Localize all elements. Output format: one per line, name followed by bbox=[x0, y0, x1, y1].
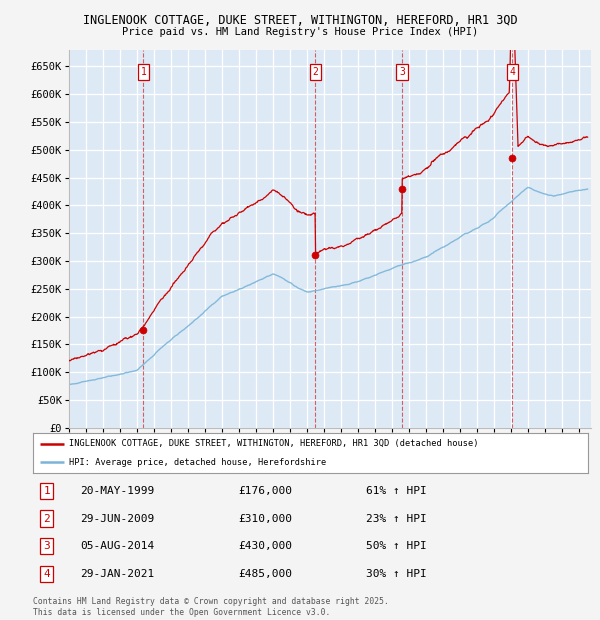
Text: £176,000: £176,000 bbox=[238, 486, 292, 496]
Text: £310,000: £310,000 bbox=[238, 513, 292, 523]
Text: Contains HM Land Registry data © Crown copyright and database right 2025.
This d: Contains HM Land Registry data © Crown c… bbox=[33, 598, 389, 617]
Text: 3: 3 bbox=[44, 541, 50, 551]
Text: 20-MAY-1999: 20-MAY-1999 bbox=[80, 486, 154, 496]
Text: HPI: Average price, detached house, Herefordshire: HPI: Average price, detached house, Here… bbox=[69, 458, 326, 467]
Text: 1: 1 bbox=[44, 486, 50, 496]
Text: 3: 3 bbox=[399, 67, 405, 77]
Text: 61% ↑ HPI: 61% ↑ HPI bbox=[366, 486, 427, 496]
Text: INGLENOOK COTTAGE, DUKE STREET, WITHINGTON, HEREFORD, HR1 3QD (detached house): INGLENOOK COTTAGE, DUKE STREET, WITHINGT… bbox=[69, 439, 479, 448]
Text: INGLENOOK COTTAGE, DUKE STREET, WITHINGTON, HEREFORD, HR1 3QD: INGLENOOK COTTAGE, DUKE STREET, WITHINGT… bbox=[83, 14, 517, 27]
Text: 2: 2 bbox=[44, 513, 50, 523]
Text: £485,000: £485,000 bbox=[238, 569, 292, 578]
Text: 29-JAN-2021: 29-JAN-2021 bbox=[80, 569, 154, 578]
Text: £430,000: £430,000 bbox=[238, 541, 292, 551]
Text: 2: 2 bbox=[313, 67, 319, 77]
Text: 4: 4 bbox=[44, 569, 50, 578]
Text: 05-AUG-2014: 05-AUG-2014 bbox=[80, 541, 154, 551]
Text: 30% ↑ HPI: 30% ↑ HPI bbox=[366, 569, 427, 578]
Text: 23% ↑ HPI: 23% ↑ HPI bbox=[366, 513, 427, 523]
Text: Price paid vs. HM Land Registry's House Price Index (HPI): Price paid vs. HM Land Registry's House … bbox=[122, 27, 478, 37]
Text: 4: 4 bbox=[509, 67, 515, 77]
Text: 1: 1 bbox=[140, 67, 146, 77]
Text: 29-JUN-2009: 29-JUN-2009 bbox=[80, 513, 154, 523]
Text: 50% ↑ HPI: 50% ↑ HPI bbox=[366, 541, 427, 551]
